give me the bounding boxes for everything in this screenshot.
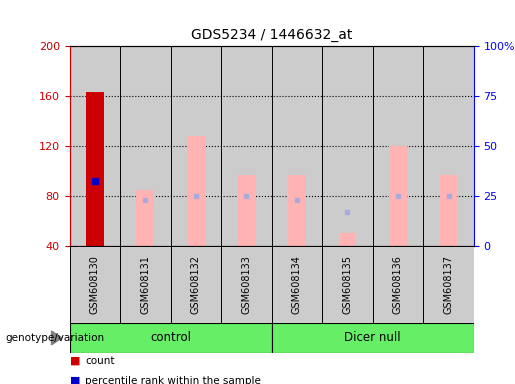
Bar (288, 175, 306, 246)
Bar (423, 46, 474, 246)
Bar (339, 233, 356, 246)
Bar (170, 246, 221, 323)
Bar (221, 46, 272, 246)
Bar (322, 246, 373, 323)
Text: GSM608135: GSM608135 (342, 255, 352, 314)
Bar (70, 323, 272, 353)
Bar (322, 46, 373, 246)
Bar (120, 46, 170, 246)
Text: GSM608131: GSM608131 (140, 255, 150, 314)
Text: GSM608133: GSM608133 (242, 255, 251, 314)
Text: percentile rank within the sample: percentile rank within the sample (85, 376, 261, 384)
Bar (373, 246, 423, 323)
Bar (136, 190, 154, 246)
Text: control: control (150, 331, 191, 344)
Text: ■: ■ (70, 356, 80, 366)
Bar (440, 175, 457, 246)
Bar (187, 136, 204, 246)
Text: genotype/variation: genotype/variation (5, 333, 104, 343)
Text: count: count (85, 356, 114, 366)
Bar (389, 146, 407, 246)
Bar (373, 46, 423, 246)
Bar (221, 246, 272, 323)
Text: GSM608137: GSM608137 (443, 255, 454, 314)
Polygon shape (52, 331, 62, 345)
Bar (272, 46, 322, 246)
Text: GSM608134: GSM608134 (292, 255, 302, 314)
Text: Dicer null: Dicer null (345, 331, 401, 344)
Text: ■: ■ (70, 376, 80, 384)
Bar (70, 46, 120, 246)
Bar (272, 246, 322, 323)
Bar (86, 92, 104, 246)
Text: GSM608130: GSM608130 (90, 255, 100, 314)
Bar (272, 323, 474, 353)
Text: GSM608132: GSM608132 (191, 255, 201, 314)
Title: GDS5234 / 1446632_at: GDS5234 / 1446632_at (191, 28, 352, 42)
Bar (237, 175, 255, 246)
Bar (423, 246, 474, 323)
Bar (120, 246, 170, 323)
Bar (170, 46, 221, 246)
Bar (70, 246, 120, 323)
Text: GSM608136: GSM608136 (393, 255, 403, 314)
